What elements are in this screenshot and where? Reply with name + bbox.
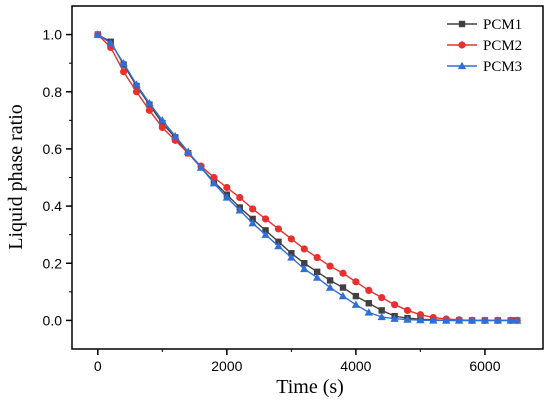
legend-label-pcm3: PCM3 xyxy=(483,59,522,75)
data-point-pcm2 xyxy=(274,225,283,233)
data-point-pcm2 xyxy=(339,269,347,277)
data-point-pcm2 xyxy=(120,68,128,76)
data-point-pcm1 xyxy=(365,300,372,307)
data-point-pcm3 xyxy=(196,163,206,171)
data-point-pcm3 xyxy=(416,315,425,324)
plot-layer: 0 2000 4000 6000 0.0 0.2 0.4 0.6 0.8 1.0 PCM1 PCM2 P… xyxy=(43,5,544,374)
data-point-pcm2 xyxy=(132,88,141,96)
data-point-pcm2 xyxy=(236,193,244,202)
y-tick-label: 0.4 xyxy=(43,198,63,214)
data-point-pcm3 xyxy=(377,312,386,321)
y-tick-label: 0.0 xyxy=(43,312,63,328)
data-point-pcm3 xyxy=(429,316,438,324)
data-point-pcm3 xyxy=(390,314,399,322)
data-point-pcm3 xyxy=(132,80,141,88)
data-point-pcm2 xyxy=(313,253,321,262)
data-point-pcm2 xyxy=(261,215,270,223)
data-point-pcm2 xyxy=(416,311,425,319)
data-point-pcm3 xyxy=(235,206,244,214)
data-point-pcm3 xyxy=(467,316,477,324)
data-point-pcm2 xyxy=(378,293,386,302)
data-point-pcm1 xyxy=(249,215,256,223)
y-tick-label: 0.6 xyxy=(43,141,63,157)
legend-marker-pcm2 xyxy=(458,41,466,49)
data-point-pcm3 xyxy=(209,179,219,187)
legend-label-pcm2: PCM2 xyxy=(483,38,522,54)
x-tick-label: 2000 xyxy=(211,358,242,374)
data-point-pcm2 xyxy=(145,106,154,114)
data-point-pcm2 xyxy=(249,205,257,213)
x-axis-title: Time (s) xyxy=(276,376,344,398)
data-point-pcm1 xyxy=(352,292,360,300)
data-point-pcm3 xyxy=(454,316,464,324)
legend-marker-pcm1 xyxy=(458,20,466,28)
data-point-pcm3 xyxy=(325,283,335,291)
data-point-pcm3 xyxy=(261,230,270,238)
series-line-pcm2 xyxy=(97,34,518,322)
data-point-pcm1 xyxy=(262,227,269,234)
y-tick-label: 0.2 xyxy=(43,255,63,271)
data-point-pcm2 xyxy=(287,235,295,243)
legend-label-pcm1: PCM1 xyxy=(483,17,522,33)
data-point-pcm3 xyxy=(274,241,283,250)
data-point-pcm3 xyxy=(338,291,348,300)
data-point-pcm1 xyxy=(313,268,321,276)
data-point-pcm3 xyxy=(183,147,193,155)
data-point-pcm1 xyxy=(326,277,334,284)
data-point-pcm3 xyxy=(287,253,296,261)
data-point-pcm2 xyxy=(352,278,360,286)
data-point-pcm3 xyxy=(351,300,361,308)
data-point-pcm2 xyxy=(391,301,399,309)
data-point-pcm2 xyxy=(210,173,218,182)
data-point-pcm3 xyxy=(248,219,257,227)
x-tick-label: 6000 xyxy=(469,358,500,374)
data-point-pcm3 xyxy=(300,264,309,273)
data-point-pcm2 xyxy=(403,306,412,315)
series-line-pcm1 xyxy=(97,33,518,322)
data-point-pcm2 xyxy=(158,123,166,132)
data-point-pcm3 xyxy=(312,273,322,281)
data-point-pcm3 xyxy=(106,38,115,47)
data-point-pcm3 xyxy=(171,131,180,140)
data-point-pcm3 xyxy=(119,58,128,67)
data-point-pcm3 xyxy=(158,116,167,124)
data-point-pcm2 xyxy=(365,286,373,295)
data-point-pcm2 xyxy=(300,245,308,253)
plot-frame xyxy=(71,5,544,350)
data-point-pcm3 xyxy=(512,316,522,324)
data-point-pcm1 xyxy=(275,238,282,246)
data-point-pcm1 xyxy=(339,284,347,291)
x-tick-label: 0 xyxy=(94,358,102,374)
data-point-pcm3 xyxy=(506,316,515,324)
x-tick-label: 4000 xyxy=(340,358,371,374)
data-point-pcm3 xyxy=(93,30,103,38)
data-point-pcm1 xyxy=(288,250,295,257)
data-point-pcm2 xyxy=(223,183,231,192)
y-axis-title: Liquid phase ratio xyxy=(5,104,27,250)
data-point-pcm3 xyxy=(403,315,412,323)
data-point-pcm1 xyxy=(378,307,385,314)
data-point-pcm3 xyxy=(442,316,451,324)
data-point-pcm3 xyxy=(145,98,154,107)
y-tick-label: 0.8 xyxy=(43,84,63,100)
data-point-pcm1 xyxy=(301,260,308,267)
data-point-pcm2 xyxy=(326,262,334,270)
legend-marker-pcm3 xyxy=(457,61,467,70)
data-point-pcm3 xyxy=(480,316,490,324)
data-point-pcm3 xyxy=(493,316,503,324)
data-point-pcm3 xyxy=(222,193,232,201)
series-line-pcm3 xyxy=(97,33,518,322)
data-point-pcm3 xyxy=(364,308,373,316)
y-tick-label: 1.0 xyxy=(43,27,63,43)
